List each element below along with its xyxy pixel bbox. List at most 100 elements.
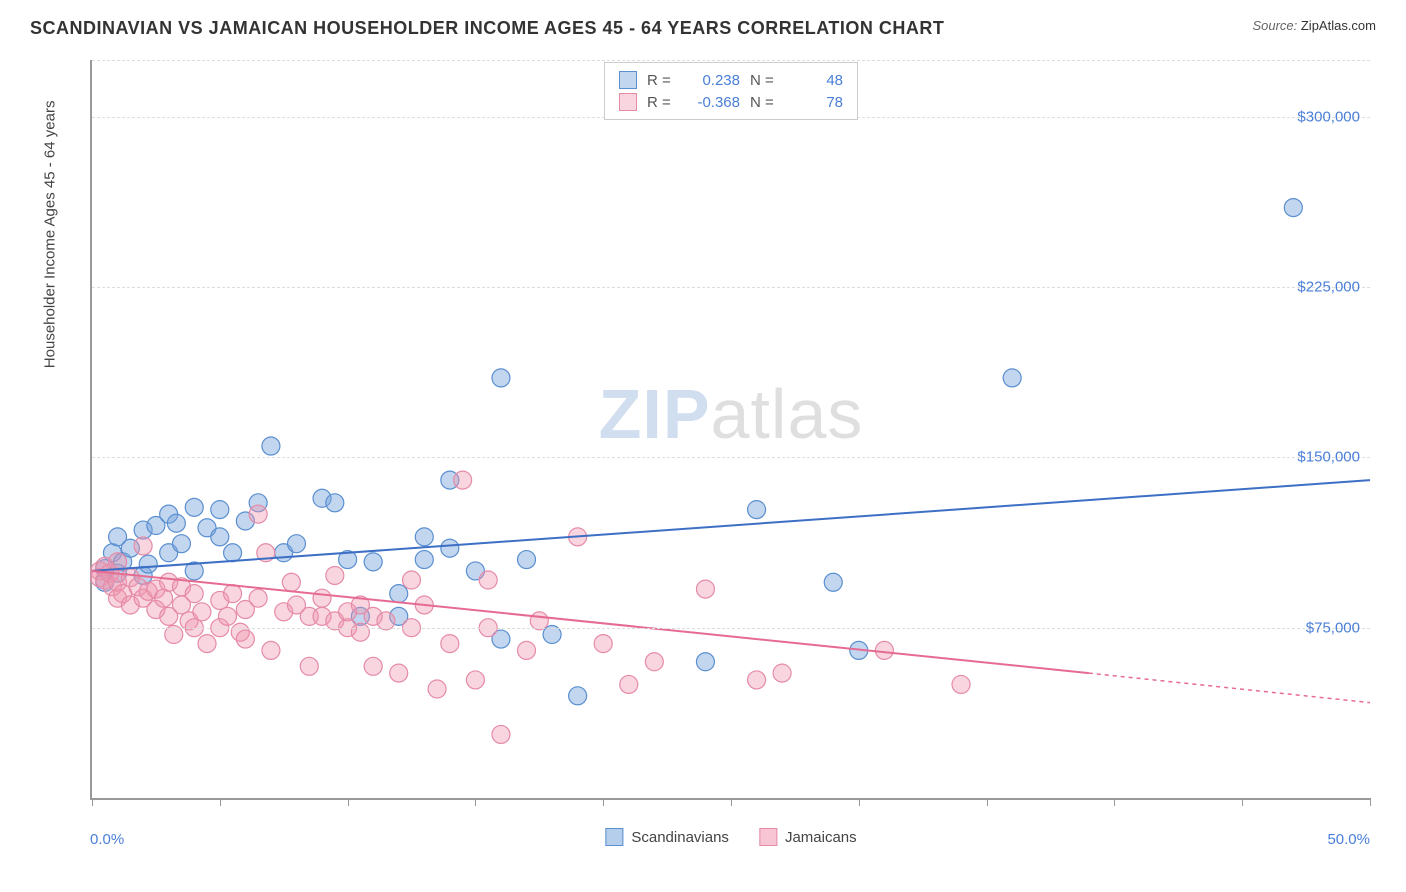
data-point bbox=[185, 498, 203, 516]
data-point bbox=[300, 657, 318, 675]
legend-row-scandinavians: R = 0.238 N = 48 bbox=[619, 69, 843, 91]
data-point bbox=[696, 580, 714, 598]
data-point bbox=[441, 539, 459, 557]
y-tick-label: $300,000 bbox=[1297, 108, 1360, 125]
data-point bbox=[415, 551, 433, 569]
n-label: N = bbox=[750, 94, 778, 111]
data-point bbox=[364, 657, 382, 675]
data-point bbox=[193, 603, 211, 621]
chart-container: Householder Income Ages 45 - 64 years ZI… bbox=[60, 60, 1380, 820]
r-label: R = bbox=[647, 94, 675, 111]
x-tick bbox=[475, 798, 476, 806]
data-point bbox=[518, 641, 536, 659]
data-point bbox=[1003, 369, 1021, 387]
data-point bbox=[287, 535, 305, 553]
data-point bbox=[364, 553, 382, 571]
plot-svg bbox=[92, 60, 1370, 798]
n-label: N = bbox=[750, 72, 778, 89]
x-tick bbox=[348, 798, 349, 806]
data-point bbox=[492, 725, 510, 743]
y-tick-label: $150,000 bbox=[1297, 449, 1360, 466]
gridline bbox=[92, 457, 1370, 458]
source-value: ZipAtlas.com bbox=[1301, 18, 1376, 33]
data-point bbox=[441, 635, 459, 653]
chart-title: SCANDINAVIAN VS JAMAICAN HOUSEHOLDER INC… bbox=[30, 18, 944, 39]
data-point bbox=[249, 505, 267, 523]
data-point bbox=[620, 675, 638, 693]
y-axis-title: Householder Income Ages 45 - 64 years bbox=[42, 101, 59, 369]
legend-label-scandinavians: Scandinavians bbox=[631, 829, 729, 846]
data-point bbox=[224, 585, 242, 603]
data-point bbox=[748, 671, 766, 689]
correlation-legend: R = 0.238 N = 48 R = -0.368 N = 78 bbox=[604, 62, 858, 120]
x-tick bbox=[220, 798, 221, 806]
data-point bbox=[262, 641, 280, 659]
x-tick bbox=[1370, 798, 1371, 806]
data-point bbox=[249, 589, 267, 607]
plot-area: ZIPatlas R = 0.238 N = 48 R = -0.368 N =… bbox=[90, 60, 1370, 800]
x-tick bbox=[603, 798, 604, 806]
data-point bbox=[569, 687, 587, 705]
y-tick-label: $75,000 bbox=[1306, 619, 1360, 636]
data-point bbox=[518, 551, 536, 569]
data-point bbox=[211, 528, 229, 546]
x-tick bbox=[859, 798, 860, 806]
data-point bbox=[390, 664, 408, 682]
swatch-jamaicans-bottom bbox=[759, 828, 777, 846]
data-point bbox=[403, 571, 421, 589]
data-point bbox=[172, 535, 190, 553]
data-point bbox=[224, 544, 242, 562]
data-point bbox=[167, 514, 185, 532]
data-point bbox=[824, 573, 842, 591]
data-point bbox=[748, 501, 766, 519]
data-point bbox=[282, 573, 300, 591]
x-tick bbox=[1242, 798, 1243, 806]
source-label: Source: bbox=[1252, 18, 1300, 33]
data-point bbox=[696, 653, 714, 671]
x-tick bbox=[987, 798, 988, 806]
data-point bbox=[351, 623, 369, 641]
data-point bbox=[645, 653, 663, 671]
data-point bbox=[236, 630, 254, 648]
data-point bbox=[155, 589, 173, 607]
x-tick bbox=[1114, 798, 1115, 806]
y-tick-label: $225,000 bbox=[1297, 279, 1360, 296]
x-tick bbox=[731, 798, 732, 806]
data-point bbox=[479, 571, 497, 589]
x-tick bbox=[92, 798, 93, 806]
series-legend: Scandinavians Jamaicans bbox=[605, 828, 856, 846]
legend-label-jamaicans: Jamaicans bbox=[785, 829, 857, 846]
data-point bbox=[466, 671, 484, 689]
legend-item-jamaicans: Jamaicans bbox=[759, 828, 857, 846]
data-point bbox=[952, 675, 970, 693]
n-value-jamaicans: 78 bbox=[788, 94, 843, 111]
data-point bbox=[198, 635, 216, 653]
legend-item-scandinavians: Scandinavians bbox=[605, 828, 729, 846]
regression-line-extension bbox=[1089, 673, 1370, 703]
swatch-scandinavians-bottom bbox=[605, 828, 623, 846]
r-label: R = bbox=[647, 72, 675, 89]
swatch-jamaicans bbox=[619, 93, 637, 111]
regression-line bbox=[92, 480, 1370, 571]
r-value-jamaicans: -0.368 bbox=[685, 94, 740, 111]
data-point bbox=[390, 585, 408, 603]
data-point bbox=[875, 641, 893, 659]
source-attribution: Source: ZipAtlas.com bbox=[1252, 18, 1376, 33]
gridline bbox=[92, 60, 1370, 61]
x-axis-max-label: 50.0% bbox=[1327, 831, 1370, 848]
data-point bbox=[454, 471, 472, 489]
r-value-scandinavians: 0.238 bbox=[685, 72, 740, 89]
n-value-scandinavians: 48 bbox=[788, 72, 843, 89]
x-axis-min-label: 0.0% bbox=[90, 831, 124, 848]
gridline bbox=[92, 287, 1370, 288]
legend-row-jamaicans: R = -0.368 N = 78 bbox=[619, 91, 843, 113]
data-point bbox=[773, 664, 791, 682]
data-point bbox=[326, 566, 344, 584]
data-point bbox=[218, 607, 236, 625]
data-point bbox=[492, 369, 510, 387]
data-point bbox=[211, 501, 229, 519]
data-point bbox=[1284, 199, 1302, 217]
data-point bbox=[262, 437, 280, 455]
data-point bbox=[428, 680, 446, 698]
data-point bbox=[139, 555, 157, 573]
